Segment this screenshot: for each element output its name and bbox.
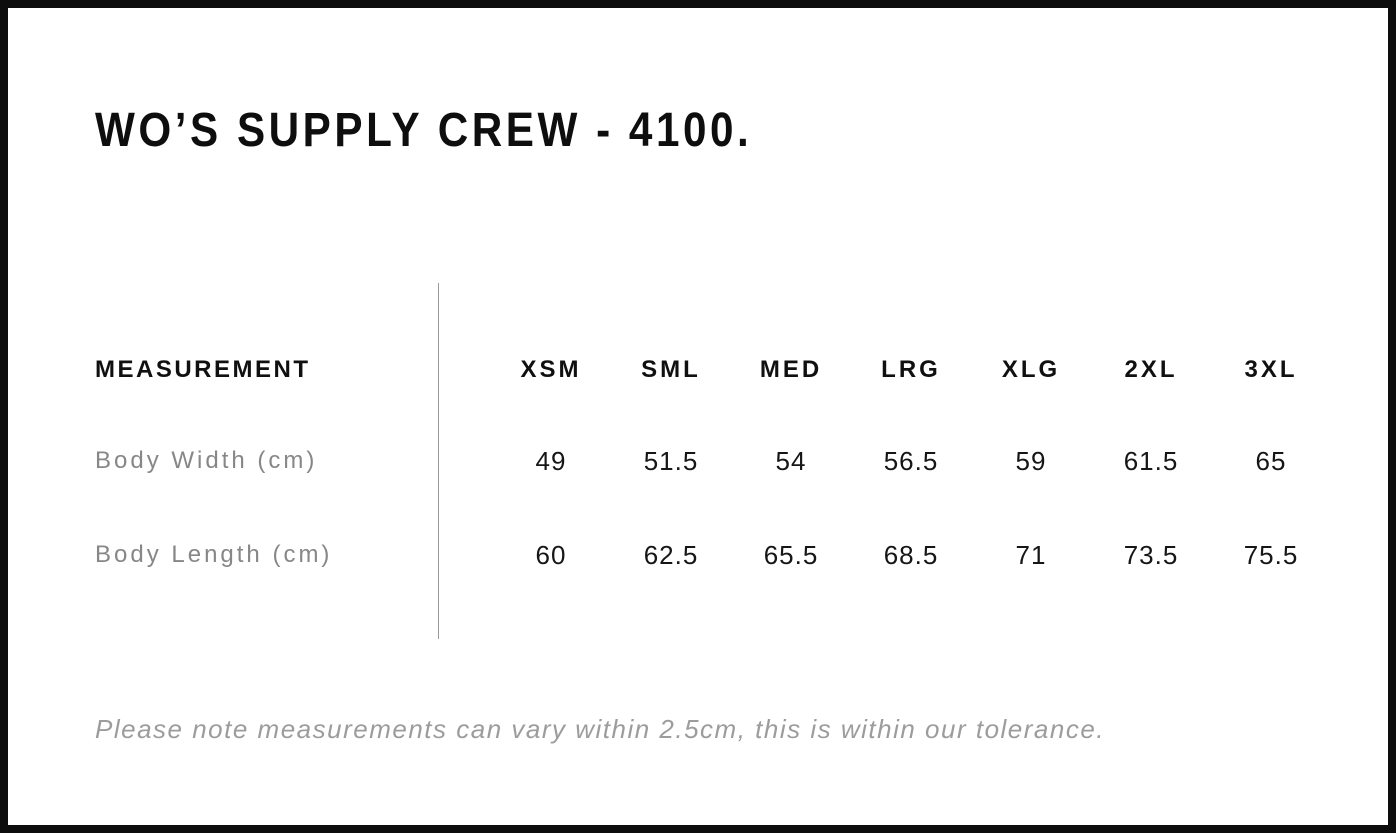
size-column-header-lrg: LRG xyxy=(881,356,941,383)
size-column-header-3xl: 3XL xyxy=(1244,356,1298,383)
size-column-header-med: MED xyxy=(759,356,823,383)
table-row-body-length: Body Length (cm) 60 62.5 65.5 68.5 71 73… xyxy=(8,537,1331,573)
page-title: WO’S SUPPLY CREW - 4100. xyxy=(95,104,753,157)
size-column-header-sml: SML xyxy=(641,356,701,383)
body-width-value-xlg: 59 xyxy=(1015,445,1047,476)
body-length-value-xlg: 71 xyxy=(1015,539,1047,570)
body-length-value-lrg: 68.5 xyxy=(883,539,939,570)
body-width-value-xsm: 49 xyxy=(535,445,567,476)
size-column-header-2xl: 2XL xyxy=(1124,356,1178,383)
table-header-row: MEASUREMENT XSM SML MED LRG XLG 2XL 3XL xyxy=(8,352,1331,388)
table-row-body-width: Body Width (cm) 49 51.5 54 56.5 59 61.5 … xyxy=(8,443,1331,479)
body-length-value-xsm: 60 xyxy=(535,539,567,570)
row-label-body-length: Body Length (cm) xyxy=(95,541,333,568)
body-width-value-med: 54 xyxy=(775,445,807,476)
body-length-value-3xl: 75.5 xyxy=(1243,539,1299,570)
size-column-header-xlg: XLG xyxy=(1001,356,1061,383)
body-width-value-lrg: 56.5 xyxy=(883,445,939,476)
body-length-value-med: 65.5 xyxy=(763,539,819,570)
size-column-header-xsm: XSM xyxy=(520,356,582,383)
body-length-value-sml: 62.5 xyxy=(643,539,699,570)
tolerance-note: Please note measurements can vary within… xyxy=(95,714,1106,744)
body-width-value-2xl: 61.5 xyxy=(1123,445,1179,476)
body-width-value-3xl: 65 xyxy=(1255,445,1287,476)
body-length-value-2xl: 73.5 xyxy=(1123,539,1179,570)
body-width-value-sml: 51.5 xyxy=(643,445,699,476)
column-divider-line xyxy=(438,283,439,639)
measurement-column-header: MEASUREMENT xyxy=(95,356,311,383)
row-label-body-width: Body Width (cm) xyxy=(95,447,318,474)
